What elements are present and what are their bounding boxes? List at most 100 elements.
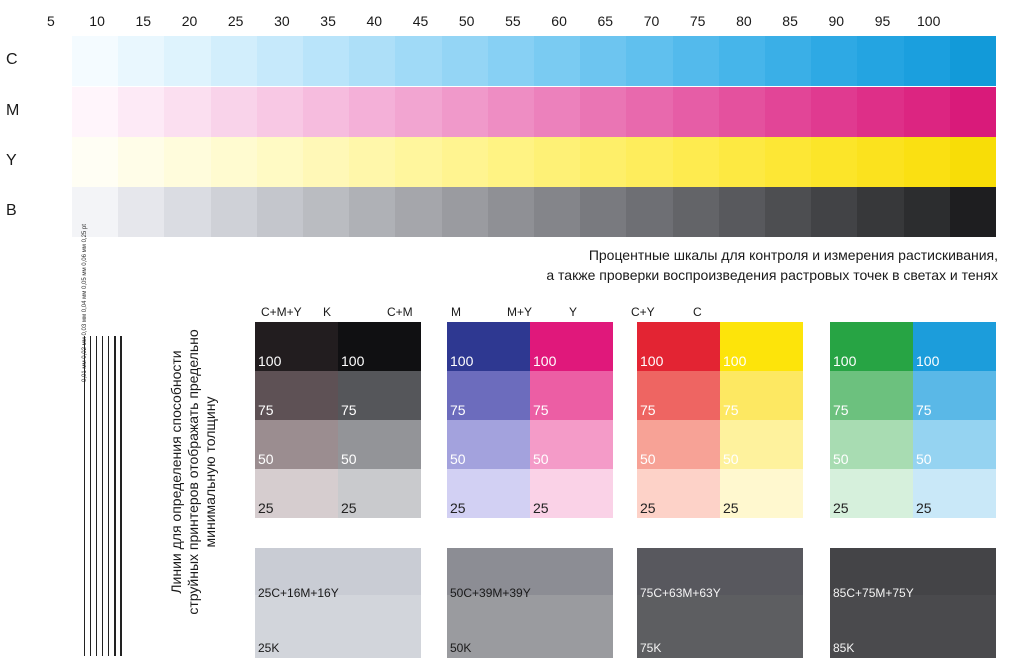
gray-balance-panel: 25C+16M+16Y 25K — [255, 548, 421, 658]
patch-cell: 50 — [913, 420, 996, 469]
row-label: M — [6, 102, 20, 119]
strip-row-c: C — [0, 36, 1009, 86]
patch-cell: 100 — [447, 322, 530, 371]
tint-cell — [949, 36, 997, 86]
tint-cell — [118, 187, 165, 237]
patch-head-label: C — [693, 305, 702, 319]
scales-caption: Процентные шкалы для контроля и измерени… — [546, 245, 998, 285]
line-test-caption-2: струйных принтеров отображать предельно — [185, 329, 201, 615]
gray-k-label: 25K — [258, 641, 280, 655]
patch-percent: 100 — [916, 353, 940, 369]
tint-cell — [580, 187, 627, 237]
gray-k-label: 85K — [833, 641, 855, 655]
tint-cell — [256, 36, 304, 86]
gray-mix-swatch — [637, 548, 803, 595]
patch-percent: 25 — [916, 500, 932, 516]
tint-cell — [626, 87, 673, 137]
patch-cell: 75 — [830, 371, 913, 420]
patch-head-label: K — [323, 305, 332, 319]
percent-label: 45 — [412, 13, 429, 29]
tint-cell — [580, 87, 627, 137]
strip-row-b: B — [0, 187, 1009, 237]
patch-group-heads: C+Y C — [631, 305, 803, 319]
tint-cell — [903, 187, 950, 237]
percent-label: 20 — [181, 13, 198, 29]
patch-cell: 100 — [338, 322, 421, 371]
gray-k-swatch — [830, 595, 996, 658]
tint-cell — [395, 36, 442, 86]
tint-cell — [441, 87, 488, 137]
patch-cell: 25 — [338, 469, 421, 518]
patch-percent: 100 — [640, 353, 664, 369]
tint-cell — [164, 87, 211, 137]
percent-label: 95 — [874, 13, 891, 29]
tint-cell — [811, 87, 858, 137]
patch-percent: 25 — [723, 500, 739, 516]
patch-head-label: C+Y — [631, 305, 655, 319]
tint-cell — [487, 87, 535, 137]
gray-k-swatch — [447, 595, 613, 658]
patch-group-heads: M M+Y Y — [447, 305, 613, 319]
percent-scale-header: 5 10 15 20 25 30 35 40 45 50 55 60 65 70 75 80 85 90 95 100 — [0, 0, 1009, 34]
tint-cell — [164, 187, 211, 237]
thin-line — [120, 336, 122, 656]
tint-cell — [672, 87, 719, 137]
thin-line — [90, 336, 91, 656]
thin-line — [84, 336, 85, 656]
patch-cell: 25 — [255, 469, 338, 518]
tint-cell — [534, 137, 581, 187]
gray-k-swatch — [637, 595, 803, 658]
line-width-test: 0,01 мм 0,02 мм 0,03 мм 0,04 мм 0,05 мм … — [76, 224, 136, 658]
patch-head-label: M — [451, 305, 461, 319]
patch-cell: 75 — [530, 371, 613, 420]
line-test-caption-3: минимальную толщину — [202, 396, 218, 548]
gray-mix-label: 25C+16M+16Y — [258, 586, 339, 600]
tint-cell — [487, 187, 535, 237]
tint-cell — [857, 87, 904, 137]
gray-k-label: 75K — [640, 641, 662, 655]
tint-cell — [857, 137, 904, 187]
patch-head-label: Y — [569, 305, 578, 319]
patch-cell: 75 — [637, 371, 720, 420]
percent-label: 40 — [366, 13, 383, 29]
patch-cell: 25 — [447, 469, 530, 518]
tint-cell — [210, 187, 257, 237]
gray-mix-swatch — [255, 548, 421, 595]
patch-percent: 100 — [533, 353, 557, 369]
patch-cell: 75 — [338, 371, 421, 420]
gray-mix-label: 75C+63M+63Y — [640, 586, 721, 600]
tint-cell — [72, 187, 119, 237]
patch-grid: 100 100 75 75 50 50 25 25 — [255, 322, 421, 518]
patch-cell: 75 — [720, 371, 803, 420]
gray-mix-swatch — [830, 548, 996, 595]
tint-cell — [72, 137, 119, 187]
tint-cell — [903, 137, 950, 187]
tint-cell — [395, 137, 442, 187]
tint-cell — [349, 36, 396, 86]
tint-cell — [349, 87, 396, 137]
thin-line — [114, 336, 116, 656]
tint-strip — [72, 36, 997, 86]
thin-line — [108, 336, 110, 656]
tint-cell — [210, 87, 257, 137]
tint-cell — [441, 187, 488, 237]
tint-cell — [580, 36, 627, 86]
percent-label: 65 — [597, 13, 614, 29]
patch-percent: 75 — [723, 402, 739, 418]
tint-cell — [672, 187, 719, 237]
patch-group-heads: C+M+Y K C+M — [255, 305, 421, 319]
patch-cell: 75 — [255, 371, 338, 420]
tint-cell — [626, 187, 673, 237]
patch-cell: 25 — [530, 469, 613, 518]
patch-percent: 50 — [640, 451, 656, 467]
gray-balance-panel: 50C+39M+39Y 50K — [447, 548, 613, 658]
patch-cell: 25 — [720, 469, 803, 518]
patch-percent: 100 — [833, 353, 857, 369]
tint-cell — [903, 36, 950, 86]
tint-cell — [672, 36, 719, 86]
patch-cell: 50 — [255, 420, 338, 469]
tint-cell — [534, 36, 581, 86]
patch-percent: 25 — [833, 500, 849, 516]
tint-cell — [303, 87, 350, 137]
patch-cell: 50 — [830, 420, 913, 469]
